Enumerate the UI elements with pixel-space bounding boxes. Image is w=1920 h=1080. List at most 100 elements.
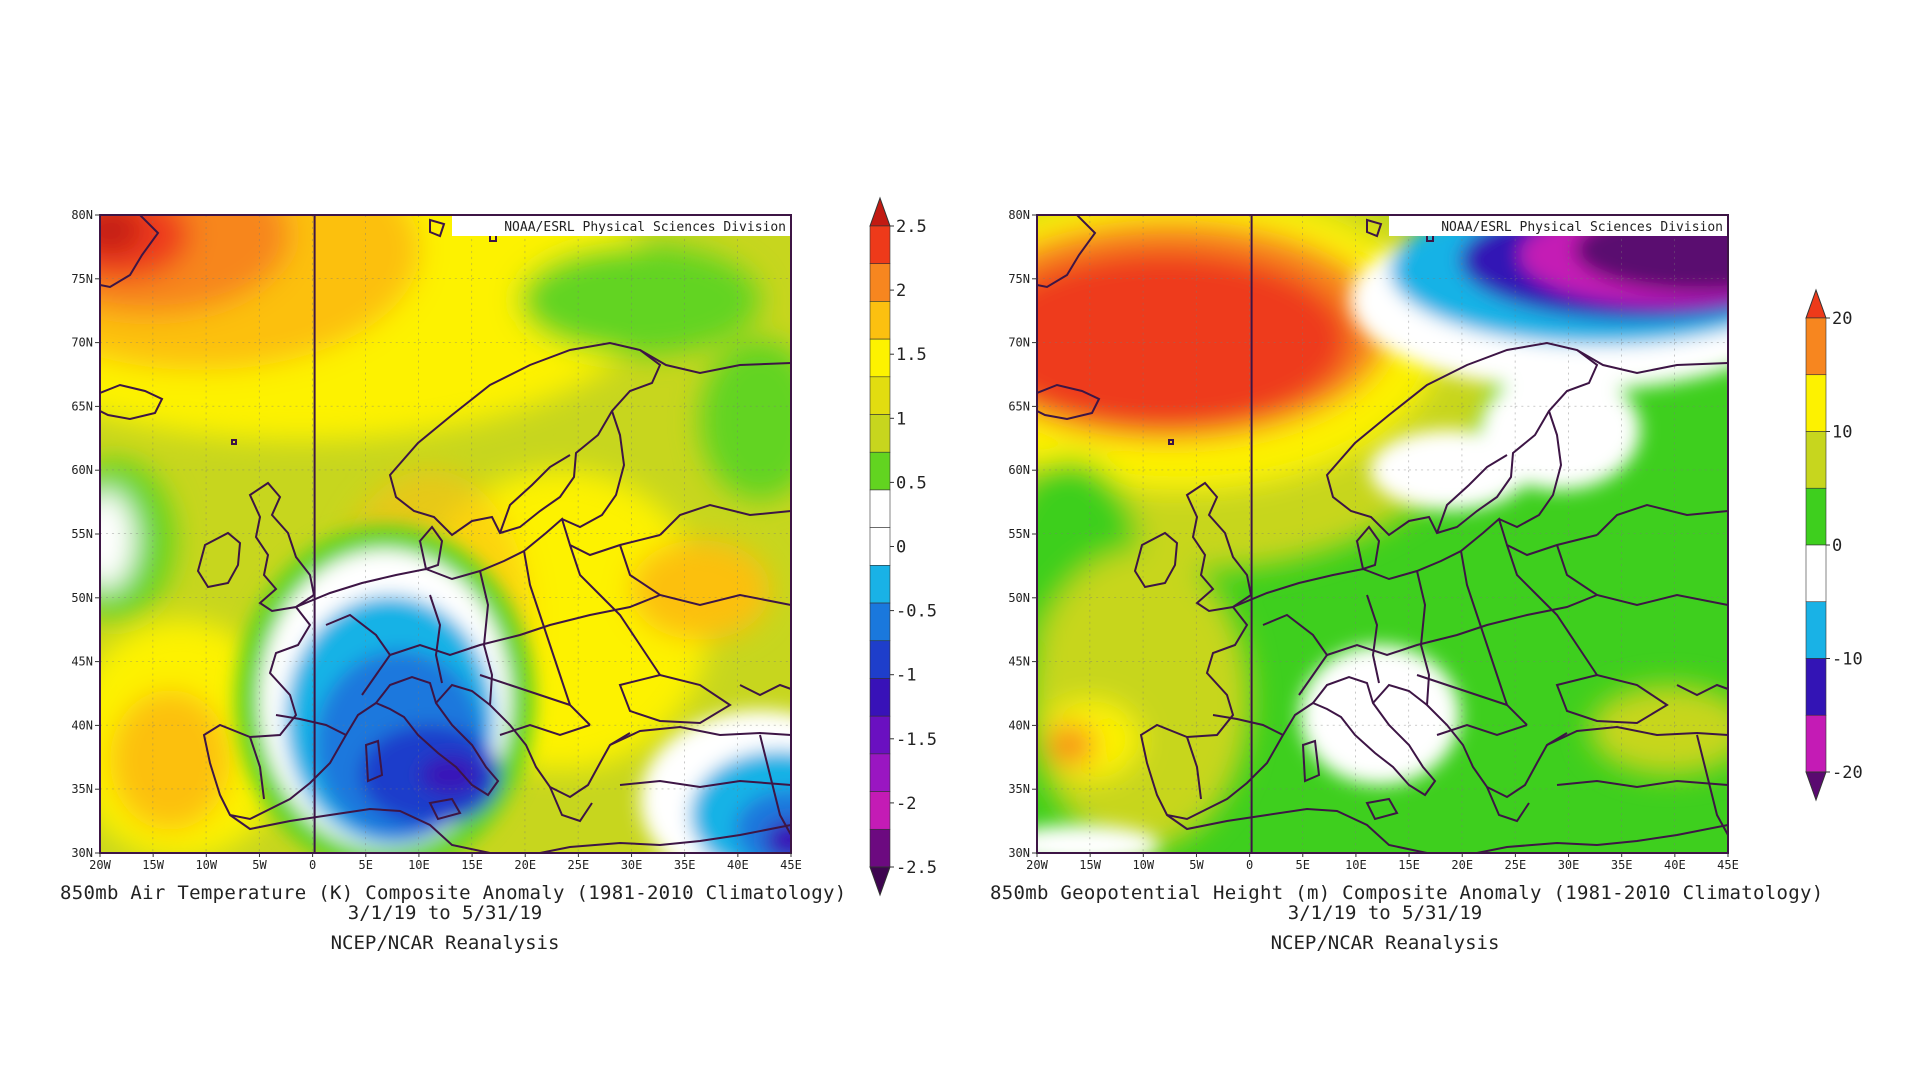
left-lat-axis: 80N 75N 70N 65N 60N 55N 50N 45N 40N 35N 30N bbox=[71, 208, 100, 860]
lon-label: 10W bbox=[195, 858, 217, 872]
left-map-dates: 3/1/19 to 5/31/19 bbox=[347, 902, 543, 924]
colorbar-label: 1.5 bbox=[896, 345, 927, 365]
left-caption: 850mb Air Temperature (K) Composite Anom… bbox=[60, 882, 847, 954]
colorbar-segment bbox=[1805, 658, 1827, 716]
colorbar-label: -0.5 bbox=[896, 602, 937, 622]
right-map-source: NCEP/NCAR Reanalysis bbox=[1270, 932, 1500, 954]
lon-label: 20E bbox=[514, 858, 536, 872]
left-map-title: 850mb Air Temperature (K) Composite Anom… bbox=[60, 882, 847, 904]
right-credit: NOAA/ESRL Physical Sciences Division bbox=[1441, 220, 1723, 235]
lat-label: 50N bbox=[71, 591, 93, 605]
lat-label: 45N bbox=[1008, 655, 1030, 669]
lon-label: 35E bbox=[1611, 858, 1633, 872]
right-map-title: 850mb Geopotential Height (m) Composite … bbox=[990, 882, 1824, 904]
lat-label: 70N bbox=[1008, 336, 1030, 350]
right-map-dates: 3/1/19 to 5/31/19 bbox=[1287, 902, 1483, 924]
left-colorbar: 2.5 2 1.5 1 0.5 0 -0.5 -1 -1.5 -2 -2.5 bbox=[869, 196, 937, 897]
lon-label: 15E bbox=[461, 858, 483, 872]
lat-label: 35N bbox=[1008, 782, 1030, 796]
lat-label: 50N bbox=[1008, 591, 1030, 605]
colorbar-segment bbox=[869, 451, 891, 491]
lon-label: 45E bbox=[780, 858, 802, 872]
lon-label: 10E bbox=[1345, 858, 1367, 872]
left-lon-axis: 20W 15W 10W 5W 0 5E 10E 15E 20E 25E 30E 35E 40E 45E bbox=[89, 853, 802, 872]
left-map-source: NCEP/NCAR Reanalysis bbox=[330, 932, 560, 954]
right-caption: 850mb Geopotential Height (m) Composite … bbox=[990, 882, 1824, 954]
lon-label: 40E bbox=[1664, 858, 1686, 872]
right-lon-axis: 20W 15W 10W 5W 0 5E 10E 15E 20E 25E 30E 35E 40E 45E bbox=[1026, 853, 1739, 872]
colorbar-arrow-bottom bbox=[1805, 771, 1827, 802]
lat-label: 75N bbox=[1008, 272, 1030, 286]
colorbar-segment bbox=[1805, 601, 1827, 659]
colorbar-segment bbox=[869, 602, 891, 642]
colorbar-label: -1 bbox=[896, 666, 916, 686]
colorbar-arrow-top bbox=[1805, 288, 1827, 319]
lat-label: 60N bbox=[71, 463, 93, 477]
colorbar-segment bbox=[869, 225, 891, 265]
colorbar-label: -2.5 bbox=[896, 858, 937, 878]
colorbar-segment bbox=[1805, 374, 1827, 432]
lon-label: 35E bbox=[674, 858, 696, 872]
lon-label: 15W bbox=[142, 858, 164, 872]
lat-label: 45N bbox=[71, 655, 93, 669]
lat-label: 55N bbox=[1008, 527, 1030, 541]
colorbar-label: 20 bbox=[1832, 309, 1852, 329]
colorbar-segment bbox=[869, 828, 891, 868]
colorbar-segment bbox=[869, 640, 891, 679]
right-lat-axis: 80N 75N 70N 65N 60N 55N 50N 45N 40N 35N 30N bbox=[1008, 208, 1037, 860]
colorbar-label: -10 bbox=[1832, 650, 1863, 670]
colorbar-segment bbox=[869, 301, 891, 340]
colorbar-segment bbox=[1805, 317, 1827, 376]
lat-label: 35N bbox=[71, 782, 93, 796]
colorbar-segment bbox=[869, 414, 891, 453]
colorbar-label: 10 bbox=[1832, 423, 1852, 443]
lon-label: 20W bbox=[1026, 858, 1048, 872]
colorbar-segment bbox=[869, 753, 891, 792]
lat-label: 60N bbox=[1008, 463, 1030, 477]
lat-label: 65N bbox=[1008, 399, 1030, 413]
colorbar-label: 0.5 bbox=[896, 473, 927, 493]
lat-label: 55N bbox=[71, 527, 93, 541]
colorbar-label: -2 bbox=[896, 794, 916, 814]
lon-label: 40E bbox=[727, 858, 749, 872]
colorbar-segment bbox=[869, 678, 891, 717]
colorbar-segment bbox=[1805, 487, 1827, 546]
lon-label: 25E bbox=[1505, 858, 1527, 872]
lon-label: 15W bbox=[1079, 858, 1101, 872]
colorbar-segment bbox=[869, 263, 891, 302]
lon-label: 30E bbox=[1558, 858, 1580, 872]
lat-label: 80N bbox=[71, 208, 93, 222]
left-credit: NOAA/ESRL Physical Sciences Division bbox=[504, 220, 786, 235]
colorbar-label: -1.5 bbox=[896, 730, 937, 750]
lon-label: 25E bbox=[568, 858, 590, 872]
right-colorbar: 20 10 0 -10 -20 bbox=[1805, 288, 1863, 802]
lon-label: 0 bbox=[309, 858, 316, 872]
colorbar-arrow-top bbox=[869, 196, 891, 227]
lat-label: 30N bbox=[71, 846, 93, 860]
lon-label: 5E bbox=[1296, 858, 1310, 872]
lon-label: 5W bbox=[1189, 858, 1204, 872]
lon-label: 45E bbox=[1717, 858, 1739, 872]
lon-label: 10E bbox=[408, 858, 430, 872]
lat-label: 40N bbox=[71, 718, 93, 732]
lat-label: 65N bbox=[71, 399, 93, 413]
colorbar-label: 2 bbox=[896, 281, 906, 301]
lon-label: 5W bbox=[252, 858, 267, 872]
lon-label: 0 bbox=[1246, 858, 1253, 872]
lat-label: 75N bbox=[71, 272, 93, 286]
right-map: NOAA/ESRL Physical Sciences Division 80N… bbox=[1008, 208, 1739, 872]
colorbar-segment bbox=[869, 376, 891, 415]
colorbar-label: 0 bbox=[1832, 536, 1842, 556]
colorbar-segment bbox=[869, 338, 891, 378]
lon-label: 10W bbox=[1132, 858, 1154, 872]
colorbar-label: 2.5 bbox=[896, 217, 927, 237]
colorbar-segment bbox=[1805, 544, 1827, 603]
colorbar-segment bbox=[1805, 431, 1827, 489]
colorbar-segment bbox=[869, 791, 891, 830]
lat-label: 30N bbox=[1008, 846, 1030, 860]
colorbar-arrow-bottom bbox=[869, 866, 891, 897]
colorbar-label: -20 bbox=[1832, 763, 1863, 783]
colorbar-segment bbox=[869, 715, 891, 755]
lat-label: 70N bbox=[71, 336, 93, 350]
